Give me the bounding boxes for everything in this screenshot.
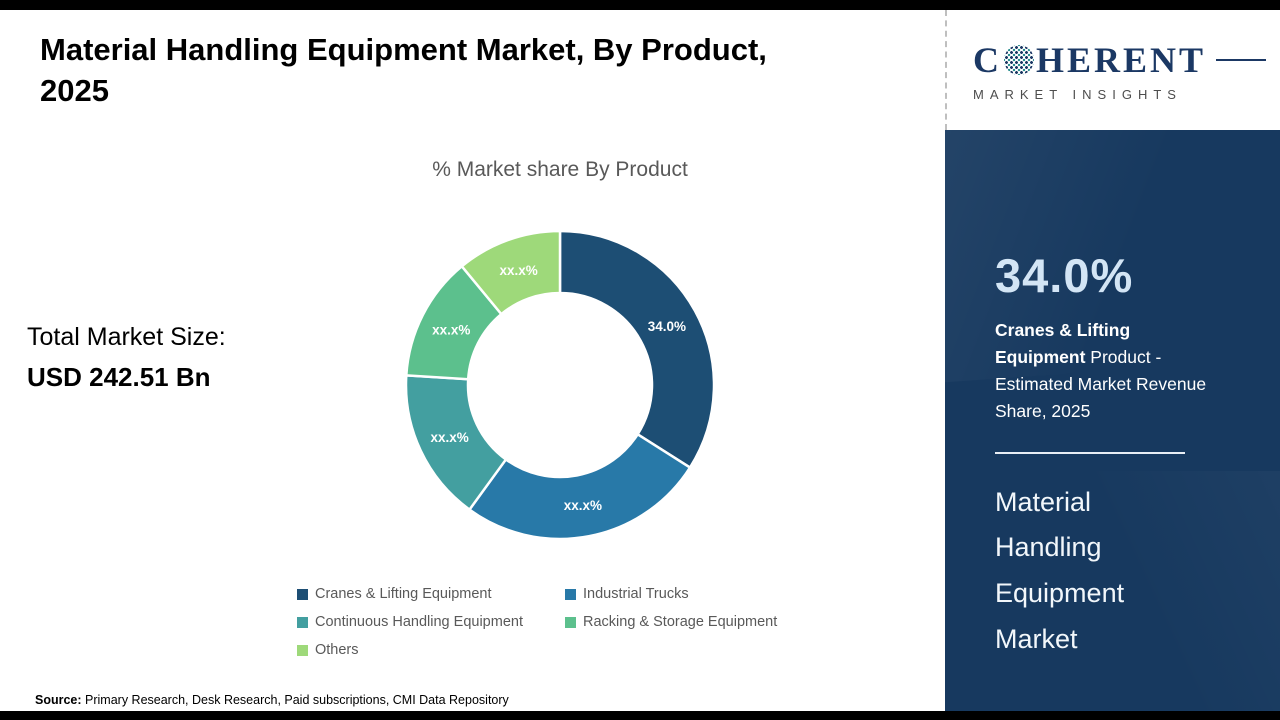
total-market-size-value: USD 242.51 Bn	[27, 362, 211, 392]
right-info-panel: 34.0% Cranes & Lifting Equipment Product…	[945, 130, 1280, 711]
source-label: Source:	[35, 693, 82, 707]
legend-swatch-icon	[297, 644, 308, 656]
legend-item-4[interactable]: Racking & Storage Equipment	[565, 614, 777, 630]
donut-slice-2[interactable]	[467, 432, 692, 541]
legend-item-1[interactable]: Cranes & Lifting Equipment	[297, 586, 565, 602]
donut-slice-1[interactable]	[558, 229, 716, 470]
donut-chart: 34.0% xx.x% xx.x% xx.x% xx.x%	[404, 229, 716, 541]
legend-label: Continuous Handling Equipment	[315, 614, 523, 630]
legend-swatch-icon	[565, 616, 576, 628]
slice-label-1: 34.0%	[648, 319, 686, 334]
chart-title: % Market share By Product	[432, 158, 688, 181]
logo-rule	[1216, 58, 1266, 61]
slice-label-2: xx.x%	[564, 498, 602, 513]
brand-logo: C HERENT MARKET INSIGHTS	[945, 10, 1280, 130]
highlight-stat-value: 34.0%	[995, 249, 1134, 302]
slice-label-4: xx.x%	[432, 323, 470, 338]
legend-swatch-icon	[297, 588, 308, 600]
market-name: Material Handling Equipment Market	[995, 486, 1125, 655]
logo-tagline: MARKET INSIGHTS	[973, 86, 1182, 102]
logo-letters-herent: HERENT	[1036, 39, 1207, 80]
highlight-stat-rest: Product - Estimated Market Revenue Share…	[995, 347, 1207, 422]
total-market-size-label: Total Market Size:	[27, 323, 226, 351]
highlight-stat-segment: Cranes & Lifting Equipment	[995, 320, 1131, 368]
donut-slice-5[interactable]	[460, 229, 562, 316]
logo-wordmark: C HERENT	[973, 39, 1206, 81]
legend-label: Racking & Storage Equipment	[583, 614, 778, 630]
slice-label-3: xx.x%	[430, 430, 468, 445]
source-line: Source: Primary Research, Desk Research,…	[35, 693, 509, 707]
legend-label: Cranes & Lifting Equipment	[315, 586, 492, 602]
panel-divider	[995, 451, 1185, 454]
logo-letter-c: C	[973, 39, 1002, 80]
logo-globe-icon	[1004, 44, 1034, 75]
legend-item-3[interactable]: Continuous Handling Equipment	[297, 614, 565, 630]
legend-label: Industrial Trucks	[583, 586, 689, 602]
legend-label: Others	[315, 642, 359, 658]
total-market-size-block: Total Market Size: USD 242.51 Bn	[27, 323, 226, 393]
chart-legend: Cranes & Lifting Equipment Industrial Tru…	[297, 586, 777, 658]
bottom-border-bar	[0, 711, 1280, 720]
legend-item-2[interactable]: Industrial Trucks	[565, 586, 777, 602]
legend-item-5[interactable]: Others	[297, 642, 565, 658]
page-title: Material Handling Equipment Market, By P…	[40, 32, 767, 108]
slice-label-5: xx.x%	[500, 263, 538, 278]
highlight-stat-description: Cranes & Lifting Equipment Product - Est…	[995, 317, 1210, 426]
legend-swatch-icon	[297, 616, 308, 628]
top-border-bar	[0, 0, 1280, 10]
source-text: Primary Research, Desk Research, Paid su…	[81, 693, 509, 707]
legend-swatch-icon	[565, 588, 576, 600]
